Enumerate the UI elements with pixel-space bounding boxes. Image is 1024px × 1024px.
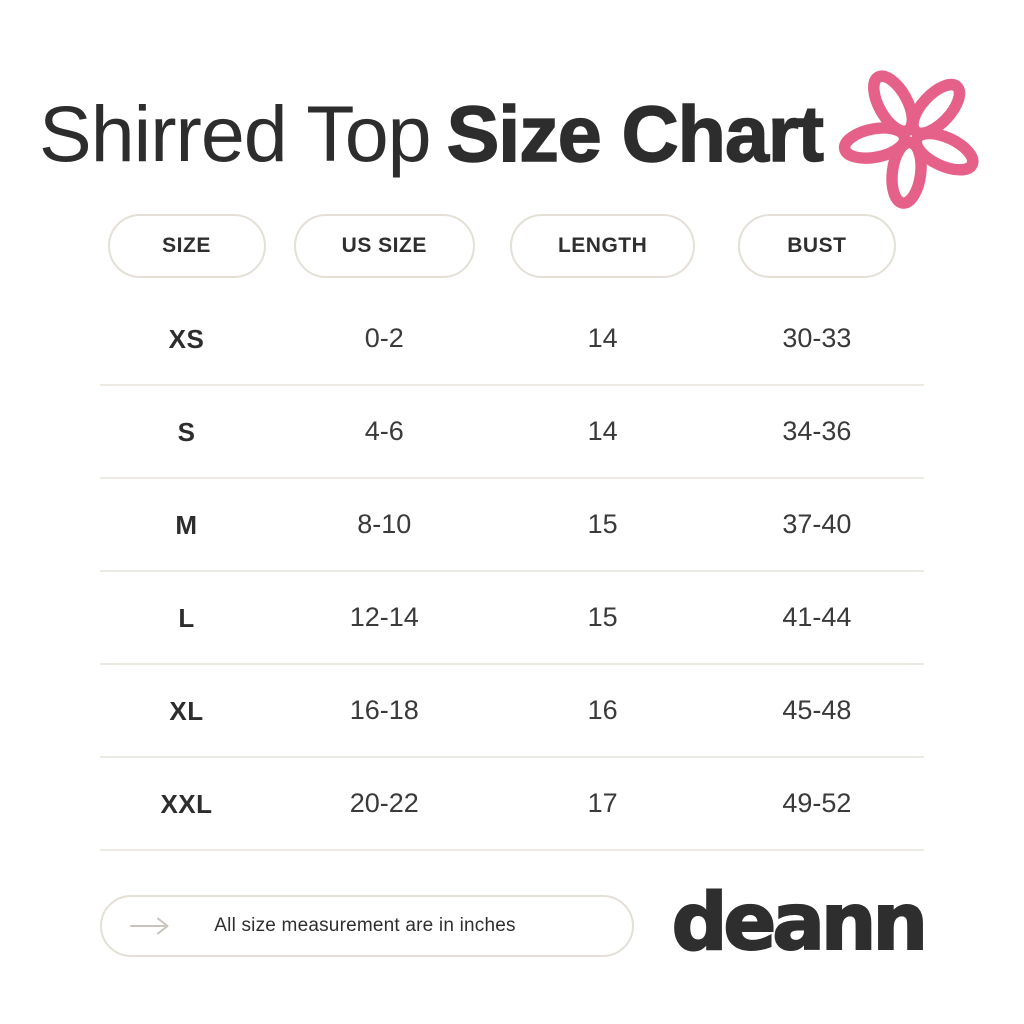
column-header-label: LENGTH	[557, 234, 648, 257]
table-row-l: L 12-14 15 41-44	[100, 572, 924, 665]
cell-length: 17	[587, 788, 618, 818]
table-row-xxl: XXL 20-22 17 49-52	[100, 758, 924, 851]
column-header-length: LENGTH	[509, 214, 696, 278]
cell-length: 15	[587, 602, 618, 632]
flower-icon	[837, 62, 985, 210]
cell-bust: 45-48	[782, 695, 852, 725]
cell-size: L	[178, 602, 195, 633]
cell-bust: 34-36	[782, 416, 852, 446]
cell-length: 16	[587, 695, 618, 725]
cell-size: XS	[168, 323, 205, 354]
cell-bust: 30-33	[782, 323, 852, 353]
table-row-xl: XL 16-18 16 45-48	[100, 665, 924, 758]
table-body: XS 0-2 14 30-33 S 4-6 14 34-36 M 8-10 15…	[100, 293, 924, 851]
size-chart-table: SIZE US SIZE LENGTH BUST XS 0-2 14 30-33…	[100, 214, 924, 851]
column-header-label: BUST	[787, 234, 847, 257]
cell-us-size: 4-6	[364, 416, 404, 446]
measurement-note: All size measurement are in inches	[214, 915, 516, 936]
column-header-label: SIZE	[162, 234, 211, 257]
table-row-xs: XS 0-2 14 30-33	[100, 293, 924, 386]
column-header-bust: BUST	[737, 214, 896, 278]
column-header-size: SIZE	[107, 214, 266, 278]
table-row-m: M 8-10 15 37-40	[100, 479, 924, 572]
size-chart-label: Size Chart	[446, 88, 825, 178]
cell-size: XL	[169, 695, 204, 726]
cell-size: M	[175, 509, 198, 540]
cell-bust: 37-40	[782, 509, 852, 539]
page-title: Shirred Top Size Chart	[39, 93, 825, 174]
cell-length: 15	[587, 509, 618, 539]
page-footer: All size measurement are in inches deann	[100, 878, 929, 968]
cell-us-size: 16-18	[349, 695, 419, 725]
cell-size: S	[177, 416, 196, 447]
column-header-us-size: US SIZE	[293, 214, 475, 278]
cell-us-size: 20-22	[349, 788, 419, 818]
page-header: Shirred Top Size Chart	[0, 58, 1024, 210]
measurement-note-pill: All size measurement are in inches	[100, 895, 634, 957]
cell-us-size: 0-2	[364, 323, 404, 353]
cell-size: XXL	[160, 788, 213, 819]
cell-us-size: 8-10	[357, 509, 412, 539]
product-name: Shirred Top	[39, 88, 432, 178]
cell-length: 14	[587, 416, 618, 446]
cell-length: 14	[587, 323, 618, 353]
table-row-s: S 4-6 14 34-36	[100, 386, 924, 479]
size-chart-page: Shirred Top Size Chart SIZE US SIZE LENGT…	[0, 58, 1024, 1024]
brand-logo: deann	[671, 878, 929, 968]
cell-bust: 41-44	[782, 602, 852, 632]
cell-us-size: 12-14	[349, 602, 419, 632]
cell-bust: 49-52	[782, 788, 852, 818]
table-header-row: SIZE US SIZE LENGTH BUST	[100, 214, 924, 278]
column-header-label: US SIZE	[341, 234, 427, 257]
arrow-right-icon	[128, 915, 172, 937]
